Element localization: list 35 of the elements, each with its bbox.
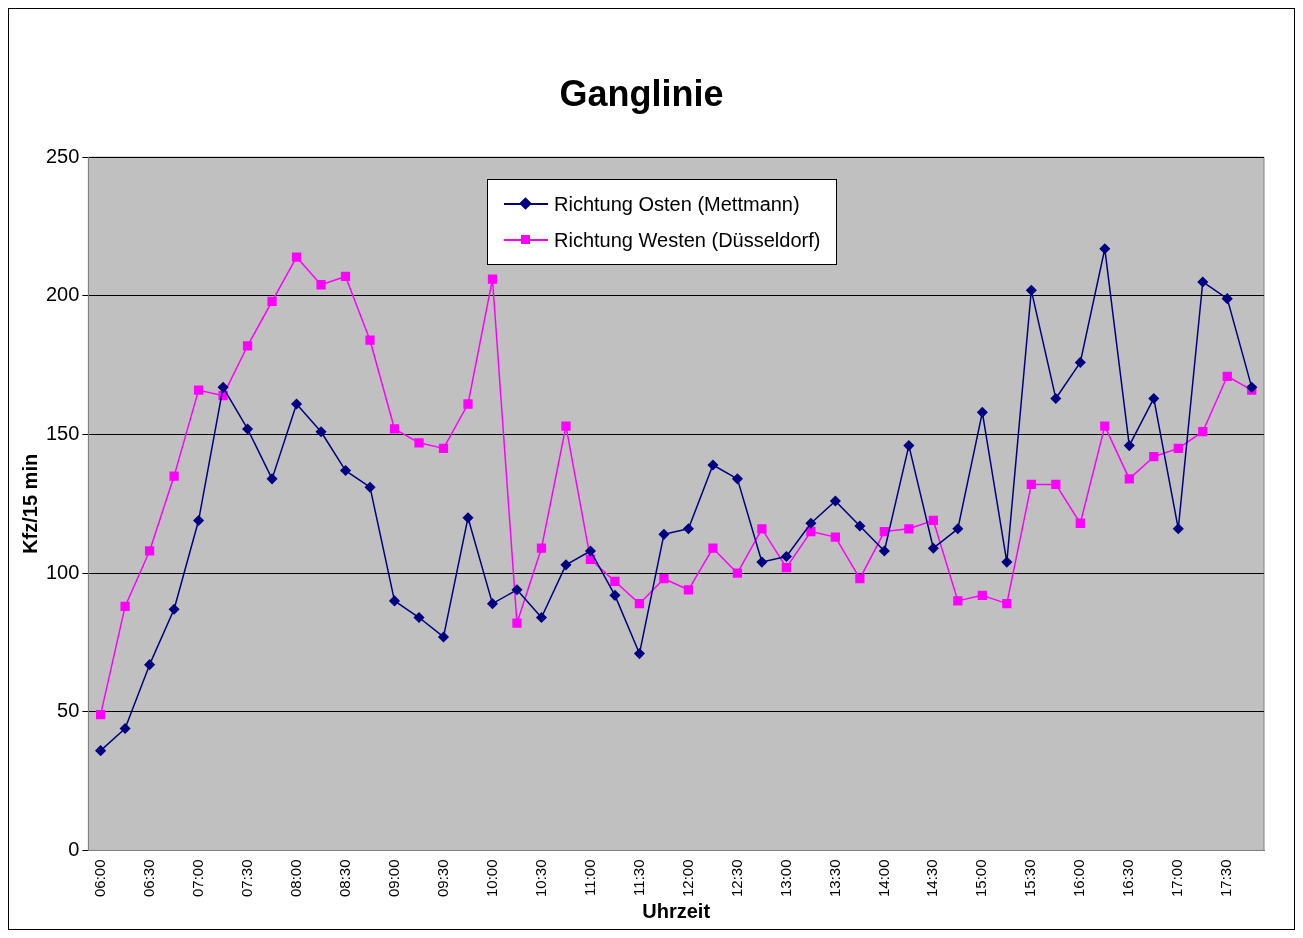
x-tick-label: 06:00 xyxy=(90,859,108,898)
x-tick-label: 16:30 xyxy=(1119,859,1137,898)
x-tick-label: 08:30 xyxy=(335,859,353,898)
x-tick-label: 13:30 xyxy=(825,859,843,898)
x-tick-label: 11:00 xyxy=(580,859,598,896)
x-tick-label: 12:00 xyxy=(678,859,696,898)
x-tick-label: 15:00 xyxy=(972,859,990,898)
x-tick-label: 15:30 xyxy=(1021,859,1039,898)
y-axis-title: Kfz/15 min xyxy=(18,453,41,554)
legend-label: Richtung Osten (Mettmann) xyxy=(554,192,800,216)
y-tick-label: 50 xyxy=(57,699,80,722)
y-tick-label: 100 xyxy=(45,560,80,583)
x-tick-label: 17:00 xyxy=(1168,859,1186,898)
x-tick-label: 10:30 xyxy=(531,859,549,898)
legend-label: Richtung Westen (Düsseldorf) xyxy=(554,228,821,252)
x-tick-label: 08:00 xyxy=(286,859,304,898)
y-tick-label: 0 xyxy=(68,837,80,860)
chart-title: Ganglinie xyxy=(559,72,724,114)
x-tick-label: 10:00 xyxy=(482,859,500,898)
x-tick-label: 09:30 xyxy=(433,859,451,898)
x-tick-label: 09:00 xyxy=(384,859,402,898)
x-tick-label: 11:30 xyxy=(629,859,647,896)
x-tick-label: 13:00 xyxy=(776,859,794,898)
y-tick-label: 150 xyxy=(45,422,80,445)
x-tick-label: 07:00 xyxy=(188,859,206,898)
y-tick-label: 250 xyxy=(45,144,80,167)
x-tick-label: 14:30 xyxy=(923,859,941,898)
x-axis-title: Uhrzeit xyxy=(642,899,711,922)
x-tick-label: 07:30 xyxy=(237,859,255,898)
x-tick-label: 12:30 xyxy=(727,859,745,898)
x-tick-label: 14:00 xyxy=(874,859,892,898)
y-tick-label: 200 xyxy=(45,283,80,306)
x-tick-label: 06:30 xyxy=(139,859,157,898)
x-tick-label: 17:30 xyxy=(1217,859,1235,898)
x-tick-label: 16:00 xyxy=(1070,859,1088,898)
